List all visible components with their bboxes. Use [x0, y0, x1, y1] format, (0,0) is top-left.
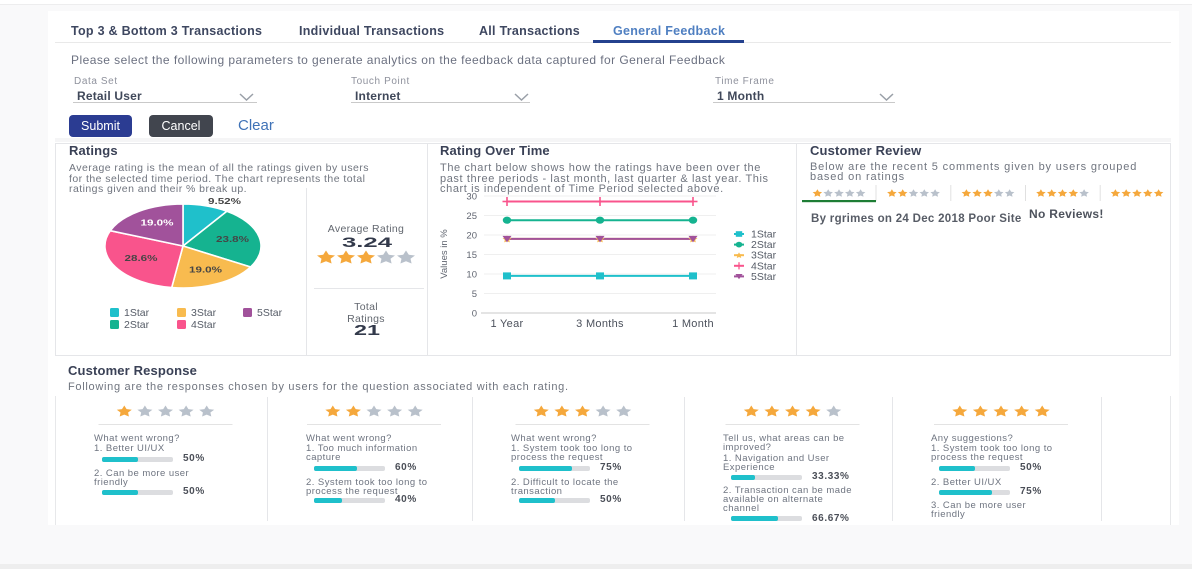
- svg-text:1 Year: 1 Year: [490, 318, 523, 330]
- svg-text:5: 5: [472, 289, 477, 300]
- svg-text:1Star: 1Star: [124, 307, 150, 319]
- svg-text:3Star: 3Star: [751, 250, 777, 262]
- svg-text:5Star: 5Star: [751, 271, 777, 283]
- svg-text:5Star: 5Star: [257, 307, 283, 319]
- svg-text:25: 25: [466, 211, 477, 222]
- svg-text:19.0%: 19.0%: [141, 217, 175, 227]
- svg-text:30: 30: [466, 192, 477, 203]
- svg-text:23.8%: 23.8%: [216, 234, 250, 244]
- svg-text:2Star: 2Star: [751, 239, 777, 251]
- svg-text:28.6%: 28.6%: [125, 253, 159, 263]
- svg-text:9.52%: 9.52%: [208, 196, 242, 206]
- svg-text:21: 21: [354, 322, 380, 339]
- svg-text:15: 15: [466, 250, 477, 261]
- svg-text:3Star: 3Star: [191, 307, 217, 319]
- svg-text:20: 20: [466, 231, 477, 242]
- svg-text:4Star: 4Star: [191, 319, 217, 331]
- svg-text:1Star: 1Star: [751, 229, 777, 241]
- svg-text:10: 10: [466, 270, 477, 281]
- svg-text:2Star: 2Star: [124, 319, 150, 331]
- svg-text:Values in %: Values in %: [439, 229, 450, 279]
- svg-text:3.24: 3.24: [342, 234, 392, 250]
- svg-text:4Star: 4Star: [751, 260, 777, 272]
- svg-text:19.0%: 19.0%: [189, 264, 223, 274]
- svg-text:1 Month: 1 Month: [672, 318, 714, 330]
- svg-text:0: 0: [472, 309, 477, 320]
- svg-text:3 Months: 3 Months: [576, 318, 624, 330]
